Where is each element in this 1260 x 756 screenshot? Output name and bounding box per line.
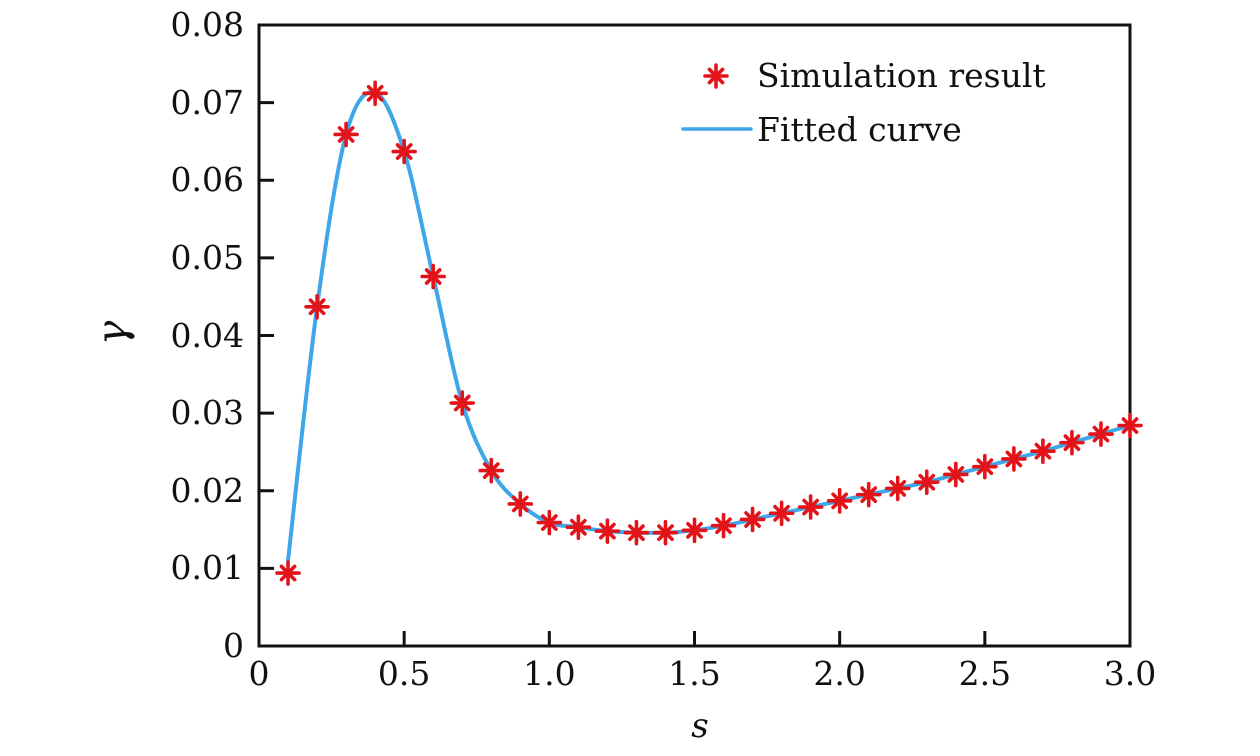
data-point-marker (420, 263, 447, 290)
legend-marker-asterisk (703, 63, 729, 89)
plot-frame (257, 23, 1132, 648)
data-point-marker (768, 500, 795, 527)
axis-ticks (260, 101, 987, 645)
data-point-marker (478, 457, 505, 484)
data-point-marker (391, 138, 417, 165)
data-point-marker (739, 506, 766, 533)
data-point-marker (1117, 412, 1143, 439)
y-tick-label: 0.02 (170, 470, 244, 510)
legend-symbols (681, 63, 753, 131)
data-point-marker (1088, 421, 1114, 447)
data-point-marker (884, 475, 911, 502)
data-point-marker (304, 293, 330, 320)
data-point-marker (681, 517, 708, 544)
y-tick-label: 0.04 (170, 315, 244, 355)
y-tick-label: 0.08 (170, 5, 244, 44)
simulation-markers (275, 80, 1143, 586)
y-tick-label: 0 (223, 626, 244, 665)
data-point-marker (1030, 438, 1056, 464)
data-point-marker (1059, 429, 1085, 456)
y-tick-label: 0.03 (170, 393, 244, 433)
data-point-marker (594, 518, 621, 544)
legend-label-fitted-curve: Fitted curve (757, 110, 962, 149)
y-tick-label: 0.01 (170, 548, 244, 588)
x-tick-label: 0 (248, 654, 270, 693)
data-point-marker (826, 488, 853, 514)
plot-border (257, 23, 1132, 648)
data-point-marker (913, 469, 940, 496)
x-tick-label: 2.0 (813, 654, 866, 693)
data-point-marker (333, 121, 359, 148)
legend-label-simulation-result: Simulation result (757, 56, 1046, 95)
y-tick-label: 0.06 (170, 160, 244, 200)
y-tick-label: 0.05 (170, 237, 244, 277)
data-point-marker (710, 512, 737, 539)
data-point-marker (972, 453, 998, 480)
data-point-marker (565, 514, 592, 541)
data-point-marker (362, 80, 388, 107)
data-point-marker (855, 481, 882, 508)
y-tick-label: 0.07 (170, 82, 244, 122)
fitted-curve-path (286, 90, 1132, 563)
x-tick-label: 3.0 (1103, 654, 1157, 693)
data-point-marker (449, 390, 476, 416)
data-point-marker (652, 519, 679, 546)
fitted-curve (286, 90, 1132, 563)
data-point-marker (942, 461, 969, 488)
data-point-marker (507, 491, 534, 517)
data-point-marker (623, 519, 650, 546)
data-point-marker (1001, 446, 1027, 472)
x-tick-label: 2.5 (958, 654, 1012, 693)
x-tick-label: 0.5 (377, 654, 431, 693)
data-point-marker (275, 560, 301, 586)
data-point-marker (536, 509, 563, 536)
data-point-marker (797, 494, 824, 520)
x-axis-label: s (691, 706, 709, 746)
x-tick-label: 1.5 (668, 654, 721, 693)
x-tick-label: 1.0 (523, 654, 576, 693)
